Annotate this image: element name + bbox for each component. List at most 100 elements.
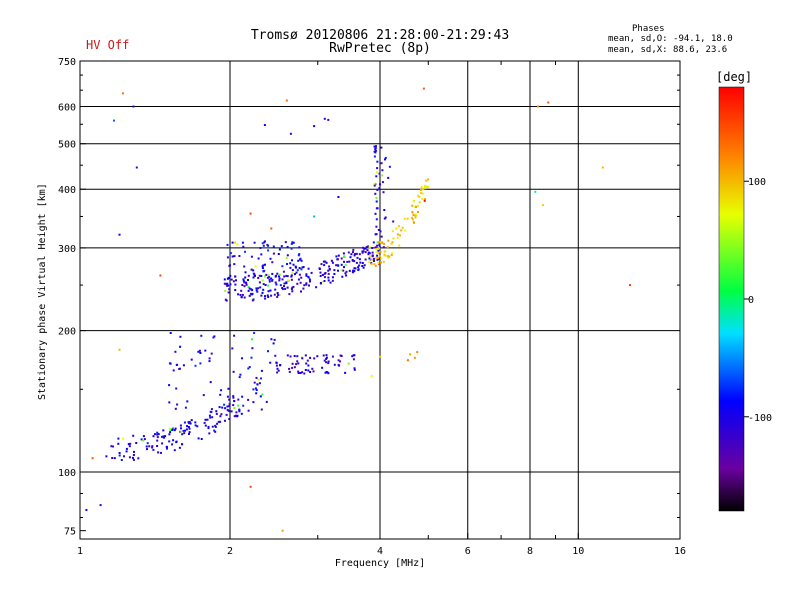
colorbar-tick-label: 100: [748, 177, 766, 188]
echo-point: [260, 377, 262, 380]
echo-point: [370, 375, 373, 378]
echo-point: [281, 278, 284, 281]
echo-point: [321, 366, 324, 369]
echo-point: [203, 421, 206, 424]
echo-point: [260, 275, 263, 277]
echo-point: [344, 264, 347, 266]
echo-point: [178, 446, 181, 449]
echo-point: [384, 254, 387, 257]
echo-point: [306, 359, 309, 362]
echo-point: [207, 425, 210, 428]
echo-point: [269, 257, 272, 260]
echo-point: [164, 435, 167, 438]
y-tick-label: 200: [58, 327, 76, 338]
echo-point: [299, 372, 302, 374]
echo-point: [319, 271, 322, 274]
echo-point: [374, 149, 377, 152]
echo-point: [254, 265, 257, 268]
echo-point: [272, 252, 275, 255]
echo-point: [373, 155, 376, 158]
echo-point: [232, 404, 235, 407]
echo-point: [409, 353, 412, 356]
echo-point: [128, 445, 131, 448]
echo-point: [340, 257, 343, 260]
echo-point: [411, 204, 414, 207]
echo-point: [241, 241, 244, 244]
echo-point: [194, 421, 197, 424]
echo-point: [350, 253, 353, 256]
echo-point: [135, 442, 138, 444]
echo-point: [238, 409, 241, 411]
echo-point: [260, 408, 263, 411]
echo-point: [303, 284, 306, 287]
echo-point: [537, 105, 539, 108]
echo-point: [242, 278, 245, 281]
echo-point: [422, 188, 424, 191]
echo-point: [308, 284, 310, 287]
echo-point: [187, 421, 190, 424]
echo-point: [244, 276, 247, 279]
echo-point: [190, 419, 193, 422]
echo-point: [213, 429, 216, 432]
echo-point: [375, 200, 378, 203]
echo-point: [371, 251, 374, 254]
echo-point: [261, 267, 264, 269]
echo-point: [361, 265, 364, 267]
echo-point: [354, 253, 357, 255]
echo-point: [232, 395, 235, 398]
x-tick-label: 10: [572, 546, 584, 557]
echo-point: [252, 276, 255, 279]
echo-point: [377, 229, 380, 231]
echo-point: [269, 361, 272, 364]
echo-point: [234, 241, 237, 244]
y-tick-label: 600: [58, 103, 76, 114]
echo-point: [289, 266, 292, 269]
echo-point: [325, 357, 328, 360]
echo-point: [387, 239, 390, 242]
echo-point: [307, 275, 310, 278]
echo-point: [208, 357, 211, 360]
echo-point: [135, 166, 138, 169]
echo-point: [265, 273, 268, 276]
echo-point: [244, 271, 247, 274]
echo-point: [323, 117, 326, 120]
echo-point: [223, 282, 226, 285]
echo-point: [340, 263, 343, 266]
echo-points: [85, 87, 631, 532]
echo-point: [376, 244, 379, 247]
echo-point: [380, 162, 383, 165]
echo-point: [253, 241, 256, 244]
echo-point: [357, 269, 360, 271]
echo-point: [189, 422, 192, 425]
echo-point: [161, 442, 164, 445]
echo-point: [200, 334, 203, 337]
echo-point: [378, 241, 381, 244]
echo-point: [323, 261, 326, 264]
echo-point: [232, 280, 235, 283]
echo-point: [264, 275, 266, 278]
echo-point: [247, 286, 250, 289]
echo-point: [289, 262, 292, 265]
x-tick-label: 2: [227, 546, 233, 557]
echo-point: [142, 435, 145, 438]
echo-point: [175, 441, 178, 444]
echo-point: [281, 265, 284, 268]
axis-ticks: 1 2 4 6 8 10 16 75 100 200 300 400 500 600 750: [58, 57, 686, 557]
echo-point: [140, 438, 143, 441]
echo-point: [297, 362, 300, 365]
echo-point: [278, 294, 281, 297]
echo-point: [418, 195, 421, 198]
echo-point: [252, 401, 255, 404]
echo-point: [324, 260, 327, 263]
echo-point: [156, 431, 159, 434]
echo-point: [249, 292, 252, 295]
echo-point: [196, 425, 199, 428]
echo-point: [271, 279, 274, 282]
echo-point: [321, 274, 324, 276]
echo-point: [238, 376, 241, 379]
echo-point: [266, 294, 269, 297]
echo-point: [242, 279, 245, 282]
echo-point: [274, 288, 277, 291]
echo-point: [390, 253, 393, 256]
echo-point: [172, 369, 175, 372]
